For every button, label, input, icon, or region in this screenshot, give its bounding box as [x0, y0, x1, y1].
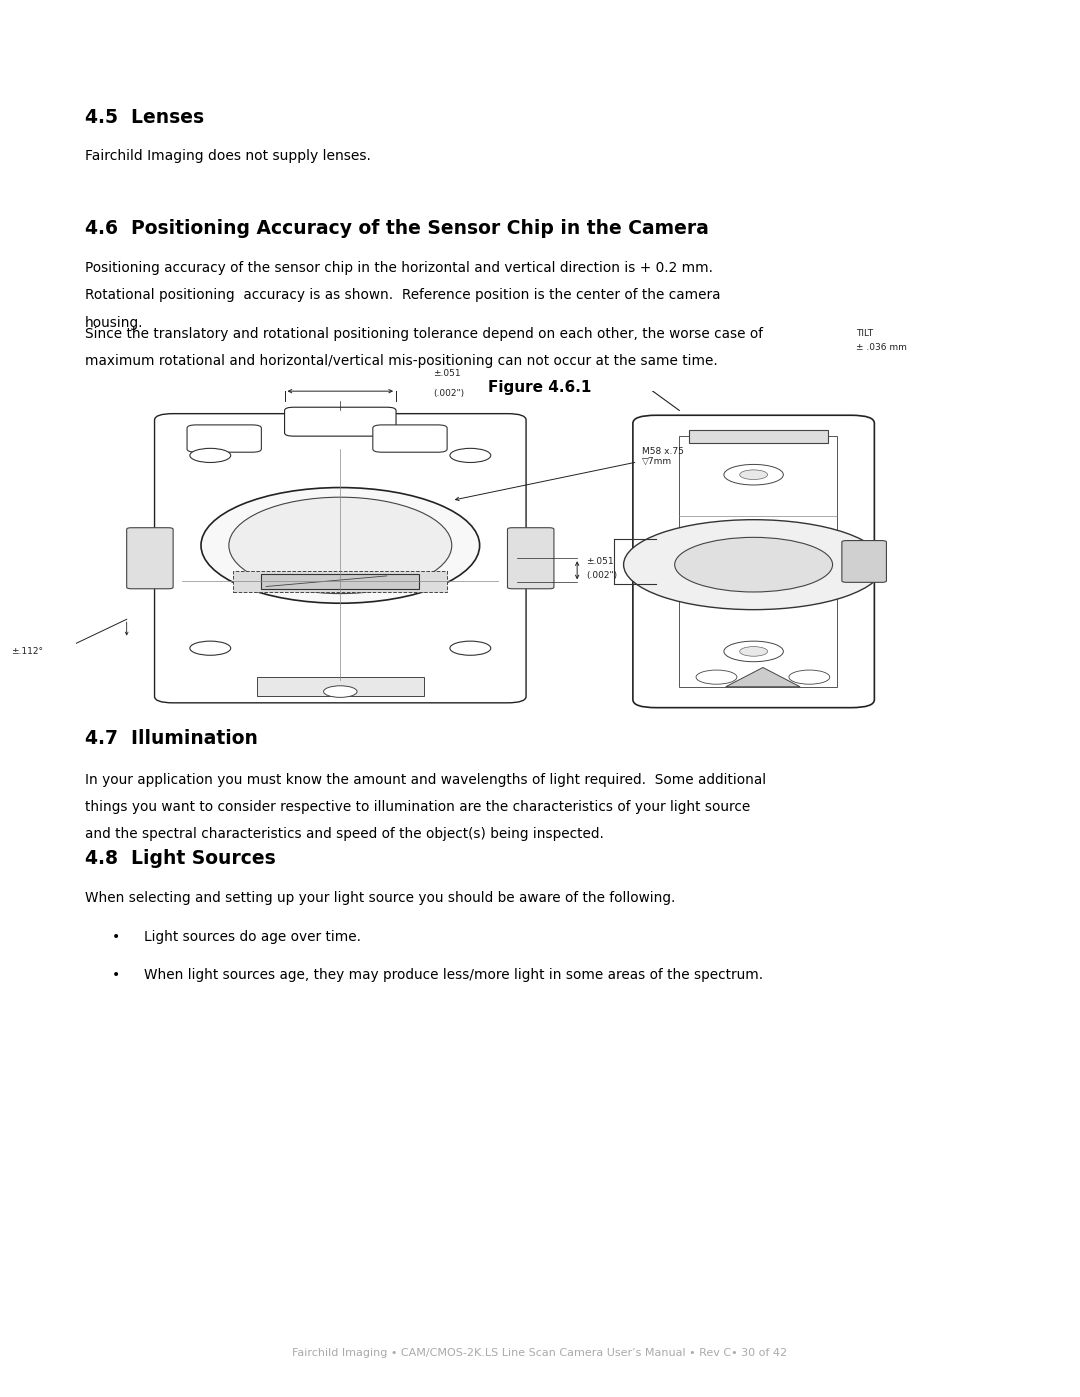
Text: 4.5  Lenses: 4.5 Lenses [85, 108, 204, 127]
Circle shape [450, 448, 490, 462]
Text: Light sources do age over time.: Light sources do age over time. [145, 930, 362, 944]
Text: ±.051: ±.051 [433, 369, 461, 379]
Circle shape [190, 641, 231, 655]
FancyBboxPatch shape [633, 415, 875, 708]
Text: 4.6  Positioning Accuracy of the Sensor Chip in the Camera: 4.6 Positioning Accuracy of the Sensor C… [85, 219, 708, 239]
FancyBboxPatch shape [154, 414, 526, 703]
FancyBboxPatch shape [187, 425, 261, 453]
Text: •: • [112, 930, 120, 944]
Bar [679, 436, 837, 687]
Text: and the spectral characteristics and speed of the object(s) being inspected.: and the spectral characteristics and spe… [85, 827, 604, 841]
Text: things you want to consider respective to illumination are the characteristics o: things you want to consider respective t… [85, 799, 751, 814]
Ellipse shape [201, 488, 480, 604]
Text: M58 x.75: M58 x.75 [643, 447, 684, 455]
Text: ± .036 mm: ± .036 mm [855, 344, 907, 352]
Text: When light sources age, they may produce less/more light in some areas of the sp: When light sources age, they may produce… [145, 968, 764, 982]
Text: When selecting and setting up your light source you should be aware of the follo: When selecting and setting up your light… [85, 891, 675, 905]
Polygon shape [726, 668, 800, 687]
Text: •: • [112, 968, 120, 982]
Circle shape [190, 448, 231, 462]
Text: In your application you must know the amount and wavelengths of light required. : In your application you must know the am… [85, 773, 766, 787]
Circle shape [450, 641, 490, 655]
Text: Fairchild Imaging • CAM/CMOS-2K.LS Line Scan Camera User’s Manual • Rev C• 30 of: Fairchild Imaging • CAM/CMOS-2K.LS Line … [293, 1348, 787, 1358]
FancyBboxPatch shape [508, 528, 554, 588]
Circle shape [696, 671, 737, 685]
Text: 4.8  Light Sources: 4.8 Light Sources [85, 849, 275, 869]
FancyBboxPatch shape [126, 528, 173, 588]
Circle shape [675, 538, 833, 592]
Text: ±.112°: ±.112° [11, 647, 43, 657]
Text: Fairchild Imaging does not supply lenses.: Fairchild Imaging does not supply lenses… [85, 149, 370, 163]
Text: Since the translatory and rotational positioning tolerance depend on each other,: Since the translatory and rotational pos… [85, 327, 762, 341]
Bar [261, 574, 419, 588]
Circle shape [740, 469, 768, 479]
Text: (.002"): (.002") [586, 571, 618, 580]
Circle shape [324, 686, 357, 697]
FancyBboxPatch shape [842, 541, 887, 583]
Ellipse shape [229, 497, 451, 594]
FancyBboxPatch shape [373, 425, 447, 453]
Circle shape [724, 641, 783, 662]
Text: ▽7mm: ▽7mm [643, 457, 672, 465]
Text: Rotational positioning  accuracy is as shown.  Reference position is the center : Rotational positioning accuracy is as sh… [85, 289, 720, 303]
Bar [233, 571, 447, 592]
Text: TILT: TILT [855, 328, 873, 338]
Text: (.002"): (.002") [433, 388, 464, 398]
Text: 4.7  Illumination: 4.7 Illumination [85, 729, 258, 749]
Text: Positioning accuracy of the sensor chip in the horizontal and vertical direction: Positioning accuracy of the sensor chip … [85, 261, 713, 275]
Text: ±.051: ±.051 [586, 557, 615, 566]
Text: Figure 4.6.1: Figure 4.6.1 [488, 380, 592, 395]
Circle shape [788, 671, 829, 685]
FancyBboxPatch shape [285, 408, 396, 436]
Bar [689, 430, 828, 443]
Bar [257, 678, 423, 697]
Circle shape [724, 464, 783, 485]
Text: housing.: housing. [85, 316, 144, 330]
Circle shape [740, 647, 768, 657]
Text: maximum rotational and horizontal/vertical mis-positioning can not occur at the : maximum rotational and horizontal/vertic… [85, 355, 718, 369]
Circle shape [623, 520, 883, 609]
